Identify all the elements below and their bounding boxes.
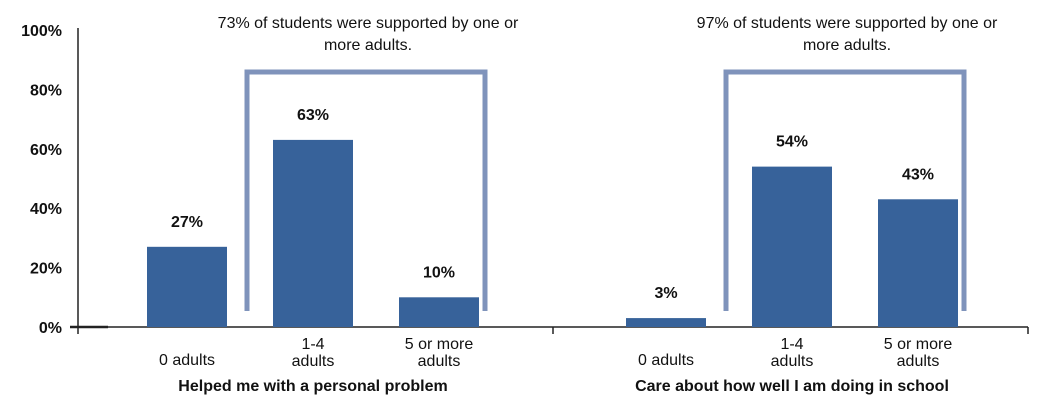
group-title: Helped me with a personal problem bbox=[178, 378, 447, 395]
category-label: 1-4 adults bbox=[292, 336, 335, 370]
y-tick-label: 40% bbox=[30, 201, 62, 218]
bar bbox=[752, 166, 832, 327]
y-tick-label: 0% bbox=[39, 320, 62, 337]
group-title: Care about how well I am doing in school bbox=[635, 378, 949, 395]
y-tick-label: 60% bbox=[30, 142, 62, 159]
data-label: 10% bbox=[423, 264, 455, 281]
bar bbox=[147, 246, 227, 327]
data-label: 43% bbox=[902, 166, 934, 183]
y-tick-label: 100% bbox=[21, 23, 62, 40]
group-bracket bbox=[723, 69, 967, 311]
category-label: 5 or more adults bbox=[884, 336, 953, 370]
bracket-annotation: 73% of students were supported by one or… bbox=[218, 15, 519, 54]
category-label: 0 adults bbox=[159, 352, 215, 369]
bar bbox=[399, 297, 479, 327]
y-tick-label: 80% bbox=[30, 82, 62, 99]
category-label: 1-4 adults bbox=[771, 336, 814, 370]
bar bbox=[878, 199, 958, 327]
bar bbox=[273, 139, 353, 327]
category-label: 0 adults bbox=[638, 352, 694, 369]
y-tick-label: 20% bbox=[30, 261, 62, 278]
bracket-annotation: 97% of students were supported by one or… bbox=[697, 15, 998, 54]
data-label: 63% bbox=[297, 107, 329, 124]
bar bbox=[626, 318, 706, 327]
category-label: 5 or more adults bbox=[405, 336, 474, 370]
data-label: 3% bbox=[654, 285, 677, 302]
data-label: 54% bbox=[776, 134, 808, 151]
group-bracket bbox=[244, 69, 488, 311]
data-label: 27% bbox=[171, 214, 203, 231]
